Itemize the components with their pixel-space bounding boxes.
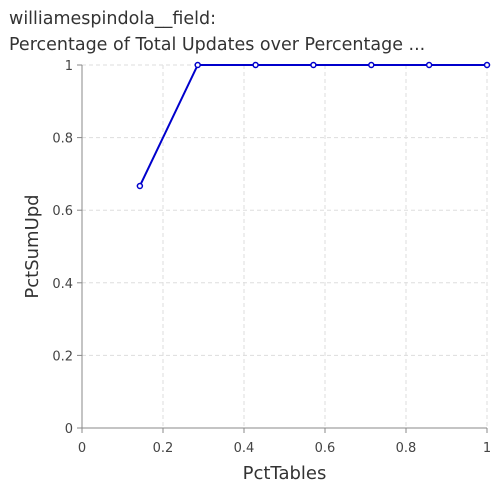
x-tick-label: 0 xyxy=(78,441,86,456)
y-tick-label: 0.2 xyxy=(52,349,73,364)
x-axis-title: PctTables xyxy=(243,463,327,484)
chart-title-line-1: williamespindola__field: xyxy=(9,9,217,29)
series xyxy=(136,61,491,190)
tick-labels: 0 0.2 0.4 0.6 0.8 1 0 0.2 0.4 0.6 0.8 1 xyxy=(52,59,491,456)
x-tick-label: 1 xyxy=(483,441,491,456)
data-point xyxy=(368,61,375,69)
series-line xyxy=(138,64,487,187)
y-tick-label: 1 xyxy=(65,59,73,74)
chart-title-line-2: Percentage of Total Updates over Percent… xyxy=(9,35,426,55)
axes xyxy=(77,64,488,433)
y-axis-title: PctSumUpd xyxy=(22,194,43,298)
y-tick-label: 0.6 xyxy=(52,204,73,219)
y-tick-label: 0 xyxy=(65,422,73,437)
y-tick-label: 0.4 xyxy=(52,277,73,292)
x-tick-label: 0.2 xyxy=(153,441,174,456)
y-tick-label: 0.8 xyxy=(52,132,73,147)
data-point xyxy=(425,61,433,69)
data-point xyxy=(310,61,317,69)
data-point xyxy=(483,61,491,69)
grid-lines xyxy=(81,64,488,429)
data-point xyxy=(136,182,144,190)
x-tick-label: 0.6 xyxy=(315,441,336,456)
x-tick-label: 0.4 xyxy=(234,441,255,456)
data-point xyxy=(194,61,201,69)
x-tick-label: 0.8 xyxy=(396,441,417,456)
data-point xyxy=(252,61,259,69)
